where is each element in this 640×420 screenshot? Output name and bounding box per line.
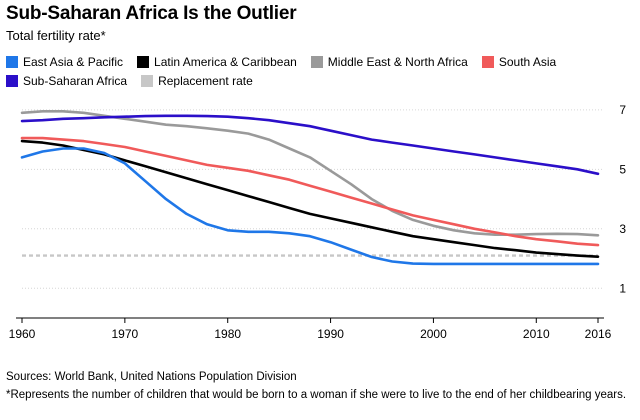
series-line-sub-saharan-africa <box>20 114 600 176</box>
x-tick-label: 1970 <box>112 327 139 341</box>
legend-swatch <box>310 55 323 68</box>
line-chart: 1 3 5 7 1960 1970 1980 1990 2000 2010 2016 <box>9 103 627 341</box>
legend-item-middle-east: Middle East & North Africa <box>310 54 468 69</box>
x-tick-label: 2010 <box>523 327 550 341</box>
y-tick-label: 3 <box>619 222 626 236</box>
series-line-south-asia <box>20 136 600 247</box>
legend-swatch <box>141 74 154 87</box>
chart-title: Sub-Saharan Africa Is the Outlier <box>6 3 297 24</box>
legend-label: East Asia & Pacific <box>23 54 124 69</box>
series-line-latin-america-caribbean <box>20 139 600 258</box>
legend-item-south-asia: South Asia <box>481 54 557 69</box>
footnote: *Represents the number of children that … <box>6 389 627 401</box>
legend-swatch <box>137 55 150 68</box>
legend-label: Middle East & North Africa <box>327 54 468 69</box>
legend-swatch <box>6 74 18 87</box>
chart-subtitle: Total fertility rate* <box>6 28 106 43</box>
legend-swatch <box>6 55 18 68</box>
x-tick-label: 1990 <box>317 327 344 341</box>
sources-note: Sources: World Bank, United Nations Popu… <box>6 371 297 383</box>
legend-label: South Asia <box>498 54 557 69</box>
series-line-east-asia-pacific <box>20 147 600 266</box>
x-tick-label: 1980 <box>214 327 241 341</box>
legend-label: Replacement rate <box>158 73 253 88</box>
chart-legend: East Asia & Pacific Latin America & Cari… <box>6 52 606 90</box>
legend-item-latin-america: Latin America & Caribbean <box>137 55 297 69</box>
legend-item-east-asia: East Asia & Pacific <box>6 55 123 69</box>
x-tick-label: 1960 <box>9 327 36 341</box>
legend-item-sub-saharan: Sub-Saharan Africa <box>6 74 127 88</box>
legend-label: Latin America & Caribbean <box>154 54 297 69</box>
y-tick-label: 7 <box>619 103 626 117</box>
legend-swatch <box>481 55 494 68</box>
legend-item-replacement-rate: Replacement rate <box>141 74 253 88</box>
series-line-middle-east-north-africa <box>20 110 600 237</box>
x-tick-label: 2000 <box>420 327 447 341</box>
y-tick-label: 1 <box>619 281 626 295</box>
legend-label: Sub-Saharan Africa <box>23 73 128 88</box>
y-tick-label: 5 <box>619 162 626 176</box>
x-tick-label: 2016 <box>585 327 612 341</box>
